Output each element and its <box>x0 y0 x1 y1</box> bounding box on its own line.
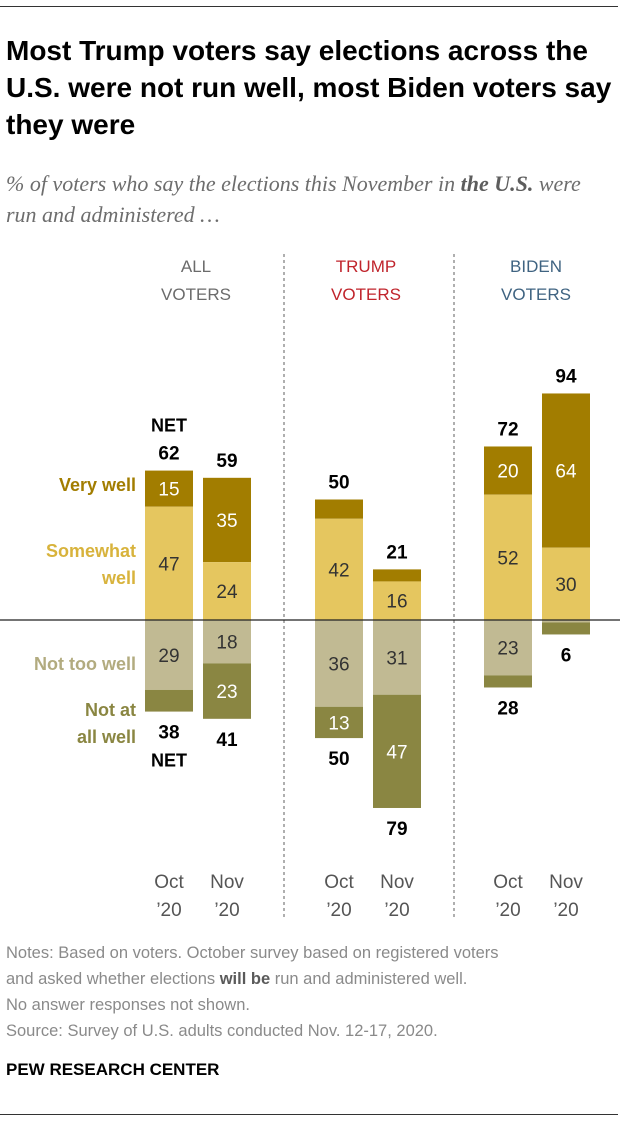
bar-6-period-line-1: Nov <box>549 872 583 893</box>
bar-2-net-positive: 59 <box>216 451 237 472</box>
bar-2-net-negative: 41 <box>216 730 238 751</box>
bar-3-segment-somewhat-well <box>315 518 363 620</box>
notes-line-1: Notes: Based on voters. October survey b… <box>6 944 499 962</box>
bar-6-net-positive: 94 <box>555 366 577 387</box>
bar-4-value-label-4: 47 <box>386 742 407 763</box>
bar-2-segment-very-well <box>203 477 251 563</box>
bar-5-net-negative: 28 <box>497 698 518 719</box>
bar-3-net-negative: 50 <box>328 749 349 770</box>
bar-2-value-label-2: 24 <box>216 582 238 603</box>
bar-1-segment-very-well <box>145 470 193 507</box>
bottom-rule <box>0 1114 618 1115</box>
group-header-1-line-2: VOTERS <box>161 285 231 304</box>
subtitle-text-start: % of voters who say the elections this N… <box>6 171 461 196</box>
bar-1-net-negative: 38 <box>158 723 179 744</box>
bar-1-value-label-1: 15 <box>158 480 179 501</box>
bar-6-net-negative: 6 <box>561 645 572 666</box>
bar-1-segment-not-at-all-well <box>145 689 193 712</box>
bar-3-value-label-4: 13 <box>328 713 349 734</box>
bar-6-value-label-2: 30 <box>555 575 576 596</box>
bar-3-value-label-2: 42 <box>328 560 349 581</box>
group-header-3-line-2: VOTERS <box>501 285 571 304</box>
organization-name: PEW RESEARCH CENTER <box>6 1060 220 1079</box>
bar-1-segment-somewhat-well <box>145 506 193 620</box>
bar-3-net-positive: 50 <box>328 473 349 494</box>
group-header-2-line-2: VOTERS <box>331 285 401 304</box>
bar-6-segment-not-at-all-well <box>542 622 590 635</box>
bar-4-segment-very-well <box>373 569 421 582</box>
bar-5-segment-not-too-well <box>484 620 532 676</box>
bar-2-segment-not-at-all-well <box>203 663 251 719</box>
legend-label-2-line-1: Somewhat <box>46 541 136 561</box>
group-header-3-line-1: BIDEN <box>510 257 562 276</box>
group-header-2-line-1: TRUMP <box>336 257 396 276</box>
bar-1-net-positive: 62 <box>158 444 179 465</box>
bar-5-segment-somewhat-well <box>484 494 532 620</box>
bar-1-period-line-1: Oct <box>154 872 184 893</box>
source-line: Source: Survey of U.S. adults conducted … <box>6 1022 438 1040</box>
notes: Notes: Based on voters. October survey b… <box>6 940 618 1044</box>
bar-6-segment-somewhat-well <box>542 547 590 620</box>
bar-6-period-line-2: ’20 <box>553 900 578 921</box>
notes-line-3: No answer responses not shown. <box>6 996 250 1014</box>
bar-4-period-line-1: Nov <box>380 872 414 893</box>
bar-4-segment-somewhat-well <box>373 581 421 620</box>
bar-5-period-line-2: ’20 <box>495 900 520 921</box>
group-header-1-line-1: ALL <box>181 257 211 276</box>
subtitle-text-end: were run and administered … <box>6 171 581 227</box>
bar-2-value-label-4: 23 <box>216 682 237 703</box>
bar-4-period-line-2: ’20 <box>384 900 409 921</box>
bar-2-value-label-1: 35 <box>216 511 237 532</box>
chart-subtitle: % of voters who say the elections this N… <box>6 168 612 230</box>
bar-1-period-line-2: ’20 <box>156 900 181 921</box>
bar-5-value-label-3: 23 <box>497 639 518 660</box>
bar-4-segment-not-too-well <box>373 620 421 695</box>
bar-3-period-line-2: ’20 <box>326 900 351 921</box>
bar-5-value-label-1: 20 <box>497 462 518 483</box>
bar-5-value-label-2: 52 <box>497 548 518 569</box>
legend-label-4-line-1: Not at <box>85 700 136 720</box>
bar-4-net-positive: 21 <box>386 542 408 563</box>
bar-1-value-label-2: 47 <box>158 554 179 575</box>
bar-3-value-label-3: 36 <box>328 654 349 675</box>
legend-label-3-line-1: Not too well <box>34 654 136 674</box>
subtitle-emphasis: the U.S. <box>460 171 534 196</box>
notes-line-2-end: run and administered well. <box>270 970 468 988</box>
bar-6-segment-not-too-well <box>542 620 590 623</box>
chart-title: Most Trump voters say elections across t… <box>6 35 612 140</box>
bar-2-period-line-2: ’20 <box>214 900 239 921</box>
top-rule <box>0 6 618 7</box>
bar-1-net-label-top: NET <box>151 416 187 436</box>
legend-label-4-line-2: all well <box>77 727 136 747</box>
stacked-bar-chart: ALL VOTERS TRUMP VOTERS BIDEN VOTERS Very well… <box>0 254 620 921</box>
bar-4-value-label-3: 31 <box>386 648 407 669</box>
legend-label-1-line-1: Very well <box>59 475 136 495</box>
bar-4-segment-not-at-all-well <box>373 694 421 808</box>
notes-line-2-bold: will be <box>219 970 271 988</box>
bar-1-value-label-3: 29 <box>158 646 179 667</box>
notes-line-2: and asked whether elections will be run … <box>6 966 618 992</box>
legend-label-2-line-2: well <box>101 568 136 588</box>
bar-3-segment-not-too-well <box>315 620 363 707</box>
bar-3-segment-not-at-all-well <box>315 706 363 739</box>
bar-4-value-label-2: 16 <box>386 592 407 613</box>
notes-line-2-start: and asked whether elections <box>6 970 220 988</box>
bar-2-value-label-3: 18 <box>216 633 237 654</box>
bar-2-segment-not-too-well <box>203 620 251 664</box>
bar-5-net-positive: 72 <box>497 419 518 440</box>
bar-3-period-line-1: Oct <box>324 872 354 893</box>
bar-6-segment-very-well <box>542 393 590 548</box>
bar-5-segment-not-at-all-well <box>484 675 532 688</box>
bar-3-segment-very-well <box>315 499 363 519</box>
bar-5-period-line-1: Oct <box>493 872 523 893</box>
bar-6-value-label-1: 64 <box>555 462 577 483</box>
bar-1-segment-not-too-well <box>145 620 193 690</box>
bar-1-net-label-bottom: NET <box>151 751 187 771</box>
bar-5-segment-very-well <box>484 446 532 495</box>
bar-4-net-negative: 79 <box>386 819 407 840</box>
bar-2-segment-somewhat-well <box>203 562 251 620</box>
bar-2-period-line-1: Nov <box>210 872 244 893</box>
